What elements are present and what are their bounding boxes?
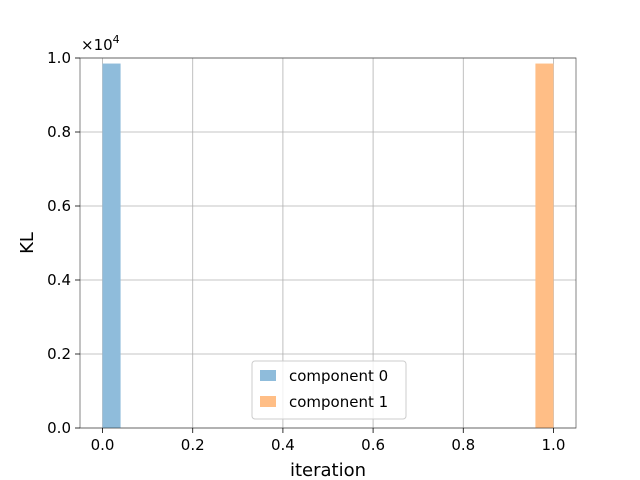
y-tick-label-0: 0.0 bbox=[47, 419, 71, 437]
y-axis-multiplier-exponent: 4 bbox=[113, 33, 120, 46]
y-tick-label-1: 0.2 bbox=[47, 345, 71, 363]
x-tick-label-5: 1.0 bbox=[542, 436, 566, 454]
plot-frame bbox=[79, 57, 577, 429]
legend-swatch-0 bbox=[260, 370, 276, 381]
x-tick-label-4: 0.8 bbox=[451, 436, 475, 454]
bar-component-1-0 bbox=[535, 63, 554, 429]
bars bbox=[102, 63, 554, 429]
x-axis-label: iteration bbox=[290, 460, 366, 480]
legend-label-1: component 1 bbox=[289, 393, 388, 411]
x-tick-label-3: 0.6 bbox=[361, 436, 385, 454]
x-tick-label-0: 0.0 bbox=[91, 436, 115, 454]
y-tick-label-5: 1.0 bbox=[47, 49, 71, 67]
x-tick-label-1: 0.2 bbox=[181, 436, 205, 454]
y-tick-label-2: 0.4 bbox=[47, 271, 71, 289]
legend: component 0 component 1 bbox=[251, 360, 407, 420]
x-tick-label-2: 0.4 bbox=[271, 436, 295, 454]
legend-frame bbox=[251, 360, 407, 420]
y-tick-label-4: 0.8 bbox=[47, 123, 71, 141]
x-axis-ticks: 0.0 0.2 0.4 0.6 0.8 1.0 bbox=[91, 428, 566, 454]
bar-component-0-0 bbox=[102, 63, 121, 429]
y-axis-multiplier-base: ×10 bbox=[81, 36, 113, 54]
y-axis-multiplier: ×104 bbox=[81, 33, 120, 54]
y-tick-label-3: 0.6 bbox=[47, 197, 71, 215]
y-axis-ticks: 0.0 0.2 0.4 0.6 0.8 1.0 bbox=[47, 49, 80, 437]
legend-label-0: component 0 bbox=[289, 367, 388, 385]
y-axis-label: KL bbox=[17, 232, 38, 254]
legend-swatch-1 bbox=[260, 396, 276, 407]
